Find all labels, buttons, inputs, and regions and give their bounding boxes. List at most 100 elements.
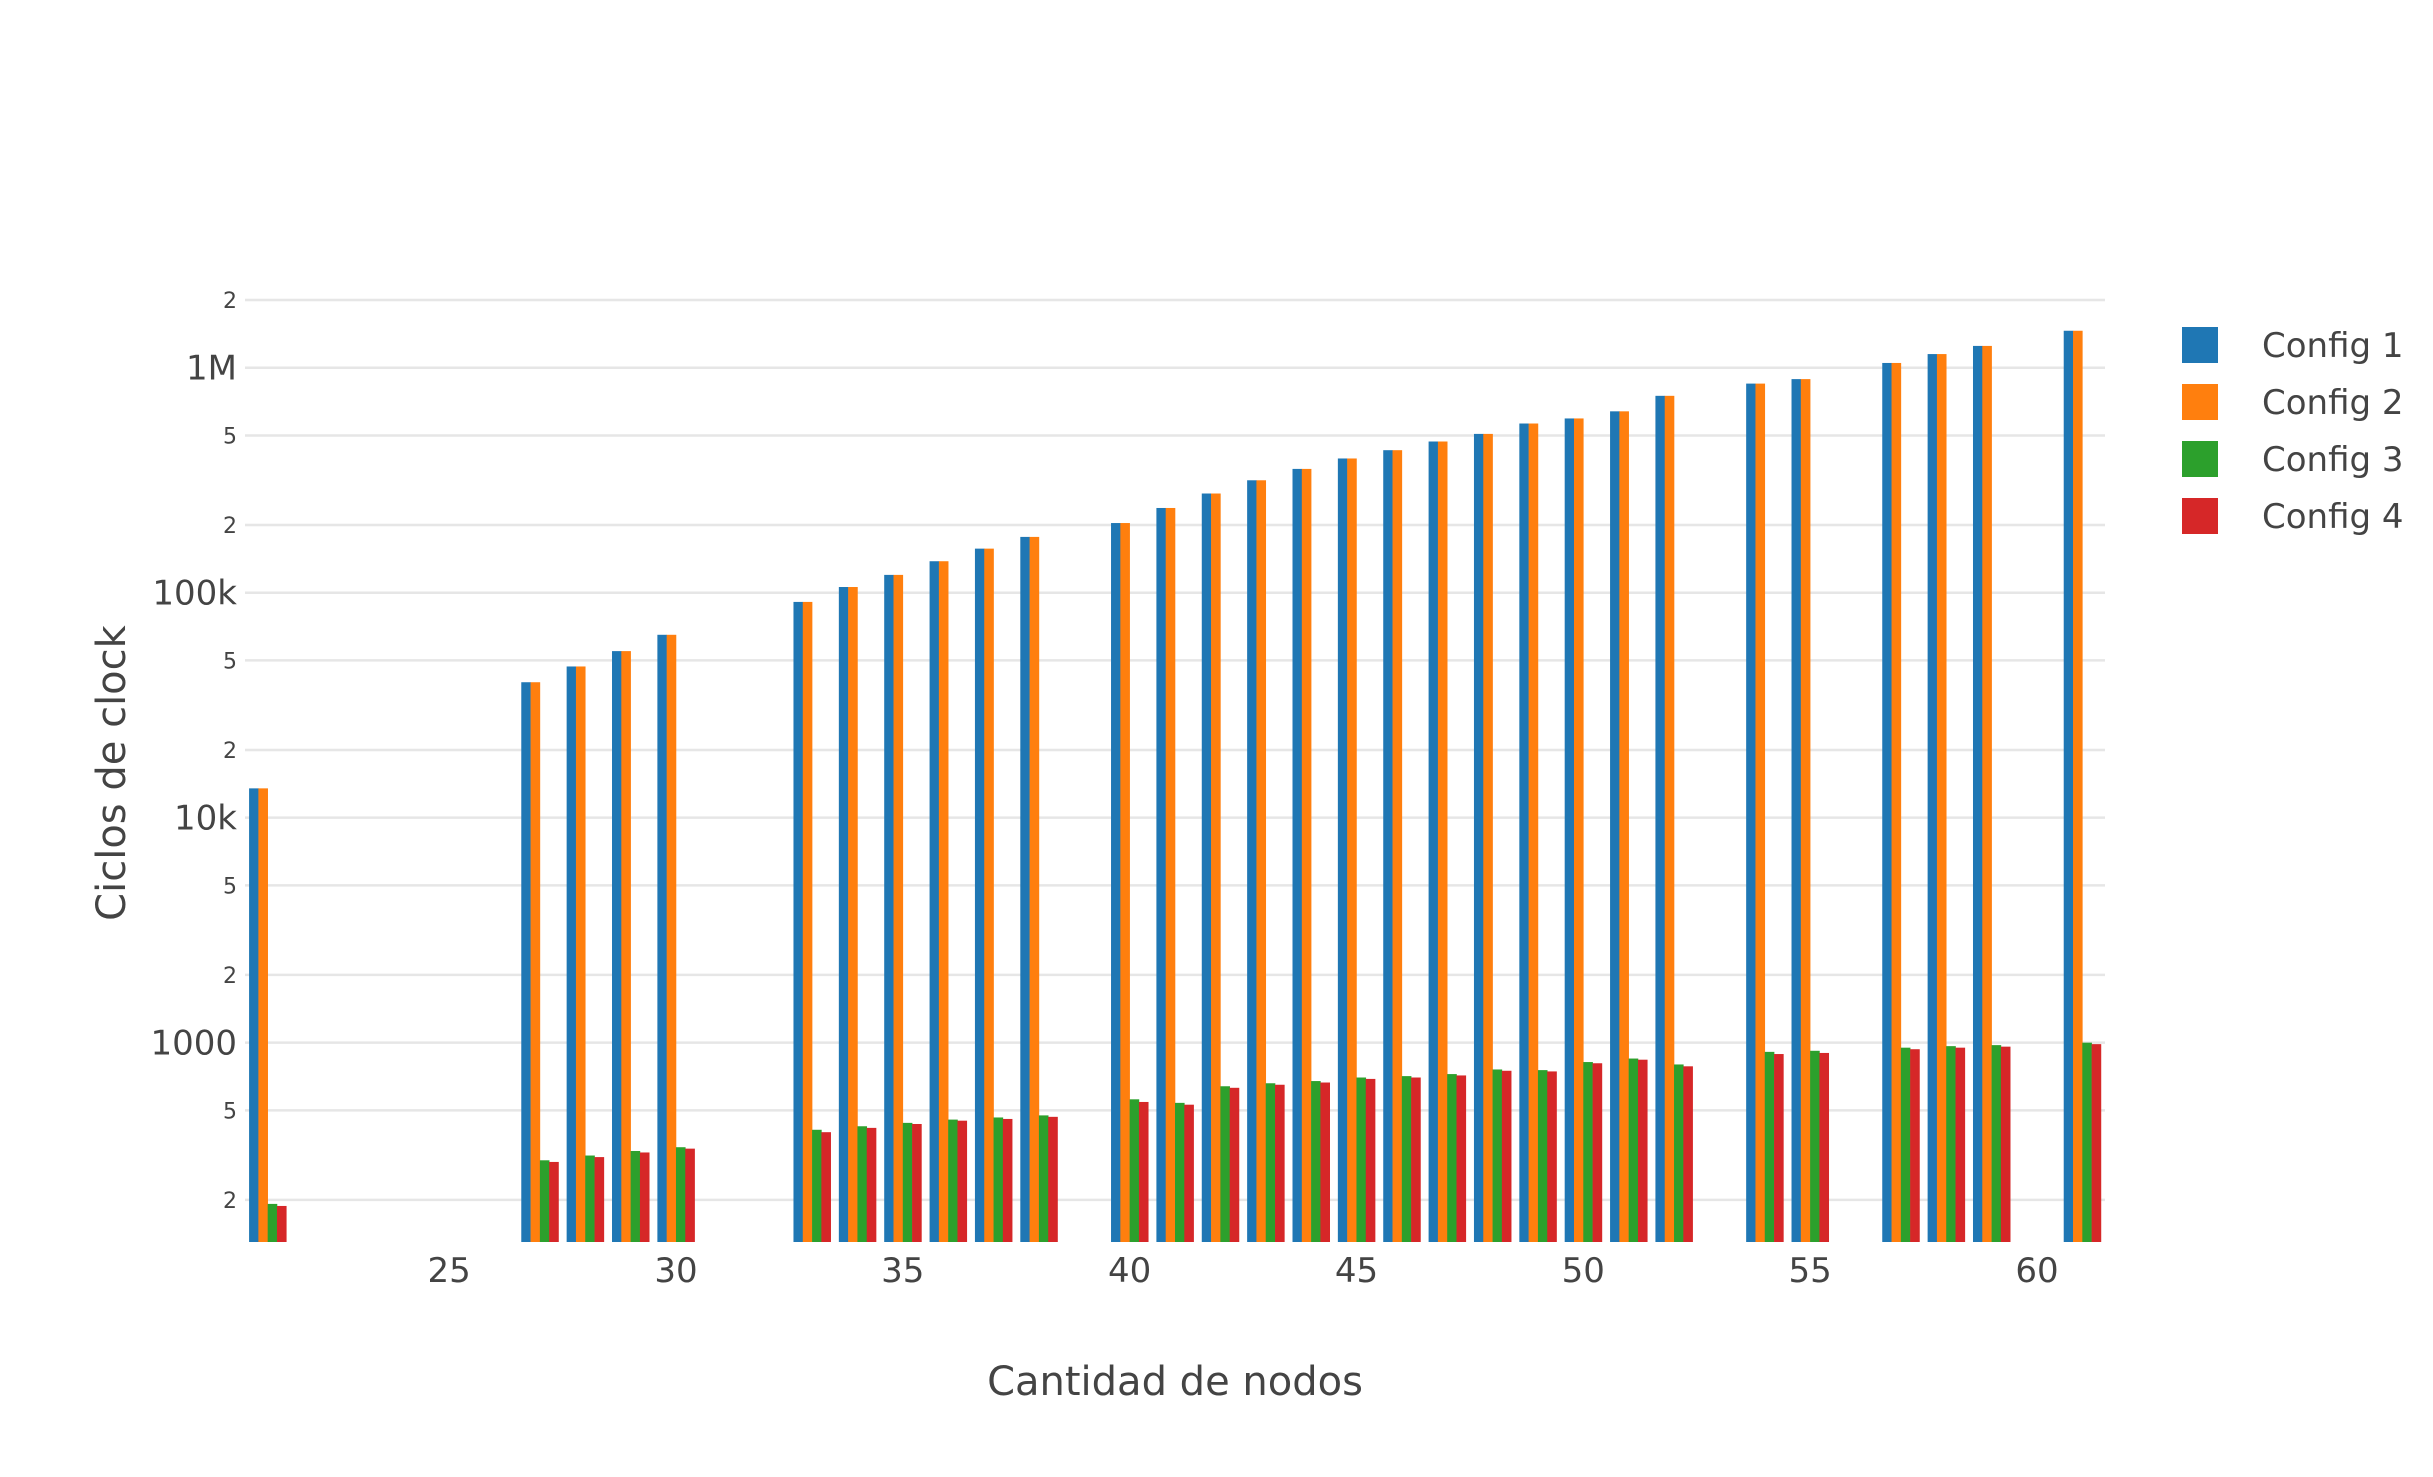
x-axis-ticks: 25 30 35 40 45 50 55 60 bbox=[428, 1251, 2059, 1291]
legend-label: Config 1 bbox=[2262, 326, 2404, 366]
y-tick-label: 2 bbox=[223, 289, 237, 314]
bar-config-2 bbox=[1936, 354, 1947, 1242]
bar-config-4 bbox=[1819, 1052, 1830, 1242]
legend-item[interactable]: Config 2 bbox=[2182, 383, 2404, 423]
bar-config-2 bbox=[1301, 468, 1312, 1242]
bar-config-1 bbox=[1201, 493, 1212, 1242]
legend-item[interactable]: Config 3 bbox=[2182, 440, 2404, 480]
x-tick-label: 55 bbox=[1788, 1251, 1831, 1291]
bars bbox=[249, 330, 2102, 1243]
bar-config-4 bbox=[1184, 1104, 1194, 1242]
bar-config-1 bbox=[838, 587, 849, 1242]
bar-config-2 bbox=[1347, 458, 1357, 1243]
bar-config-3 bbox=[1810, 1050, 1820, 1242]
bar-config-1 bbox=[1746, 383, 1756, 1243]
y-tick-label: 100k bbox=[152, 574, 237, 614]
bar-config-3 bbox=[1674, 1064, 1684, 1242]
bar-config-3 bbox=[1265, 1083, 1276, 1242]
bar-config-4 bbox=[1456, 1075, 1467, 1242]
bar-config-4 bbox=[1275, 1084, 1285, 1242]
bar-config-1 bbox=[793, 601, 804, 1242]
bar-config-3 bbox=[1492, 1069, 1503, 1242]
bar-config-3 bbox=[1401, 1076, 1412, 1242]
x-tick-label: 25 bbox=[428, 1251, 471, 1291]
bar-config-2 bbox=[1800, 379, 1811, 1242]
bar-config-4 bbox=[1320, 1082, 1330, 1242]
bar-config-4 bbox=[1910, 1049, 1920, 1242]
y-tick-label: 5 bbox=[223, 1099, 237, 1124]
bar-config-2 bbox=[575, 666, 586, 1242]
bar-config-3 bbox=[267, 1203, 278, 1242]
bar-config-3 bbox=[675, 1147, 686, 1242]
bar-config-1 bbox=[1383, 450, 1393, 1242]
bar-config-2 bbox=[621, 651, 631, 1242]
legend-swatch bbox=[2182, 441, 2218, 477]
bar-config-3 bbox=[585, 1155, 595, 1242]
bar-config-4 bbox=[1955, 1047, 1966, 1242]
bar-config-1 bbox=[884, 574, 894, 1242]
x-tick-label: 60 bbox=[2015, 1251, 2058, 1291]
bar-config-1 bbox=[1882, 362, 1892, 1243]
y-axis-ticks: 1000 10k 100k 1M 2 5 2 5 2 5 2 5 2 bbox=[150, 289, 237, 1214]
bar-config-4 bbox=[1048, 1116, 1058, 1242]
bar-config-3 bbox=[1628, 1058, 1639, 1242]
bar-config-4 bbox=[1774, 1054, 1784, 1242]
bar-config-2 bbox=[1528, 423, 1539, 1242]
bar-config-1 bbox=[1791, 379, 1802, 1242]
bar-config-3 bbox=[1447, 1074, 1457, 1242]
bar-config-1 bbox=[1292, 468, 1303, 1242]
legend-swatch bbox=[2182, 327, 2218, 363]
bar-config-3 bbox=[1991, 1045, 2002, 1242]
y-tick-label: 1000 bbox=[150, 1024, 237, 1064]
bar-config-2 bbox=[2073, 330, 2083, 1242]
bar-config-2 bbox=[1755, 383, 1766, 1243]
bar-config-3 bbox=[1311, 1081, 1321, 1242]
bar-config-2 bbox=[893, 574, 904, 1242]
x-tick-label: 45 bbox=[1335, 1251, 1378, 1291]
bar-config-3 bbox=[812, 1129, 822, 1242]
bar-config-3 bbox=[857, 1126, 868, 1242]
bar-config-2 bbox=[848, 587, 858, 1242]
bar-config-4 bbox=[912, 1123, 922, 1242]
legend-item[interactable]: Config 4 bbox=[2182, 497, 2404, 537]
bar-config-3 bbox=[2082, 1042, 2092, 1242]
bar-config-2 bbox=[1483, 433, 1493, 1242]
legend-item[interactable]: Config 1 bbox=[2182, 326, 2404, 366]
y-tick-label: 5 bbox=[223, 649, 237, 674]
bar-config-3 bbox=[993, 1117, 1004, 1242]
bar-config-3 bbox=[630, 1150, 641, 1242]
bar-config-4 bbox=[1229, 1087, 1240, 1242]
y-tick-label: 2 bbox=[223, 964, 237, 989]
bar-config-2 bbox=[1392, 450, 1403, 1242]
bar-config-3 bbox=[948, 1119, 958, 1242]
bar-config-1 bbox=[1972, 345, 1983, 1242]
legend-swatch bbox=[2182, 384, 2218, 420]
bar-config-1 bbox=[657, 634, 667, 1242]
bar-config-4 bbox=[866, 1127, 877, 1242]
legend: Config 1 Config 2 Config 3 Config 4 bbox=[2182, 326, 2404, 537]
bar-config-1 bbox=[1428, 441, 1439, 1242]
bar-config-2 bbox=[1573, 418, 1584, 1242]
legend-label: Config 2 bbox=[2262, 383, 2404, 423]
bar-config-3 bbox=[1900, 1047, 1911, 1242]
bar-config-3 bbox=[1583, 1062, 1593, 1242]
bar-config-3 bbox=[1356, 1077, 1367, 1242]
bar-config-3 bbox=[1175, 1102, 1185, 1242]
bar-config-1 bbox=[1610, 411, 1620, 1243]
bar-config-1 bbox=[1111, 523, 1121, 1242]
x-tick-label: 30 bbox=[654, 1251, 697, 1291]
bar-config-3 bbox=[902, 1122, 913, 1242]
bar-config-2 bbox=[984, 548, 994, 1242]
bar-config-2 bbox=[1619, 411, 1629, 1243]
y-tick-label: 2 bbox=[223, 739, 237, 764]
bar-config-4 bbox=[957, 1120, 968, 1242]
bar-config-2 bbox=[1664, 395, 1675, 1243]
bar-config-3 bbox=[1764, 1051, 1775, 1242]
bar-config-4 bbox=[1002, 1118, 1013, 1242]
y-tick-label: 2 bbox=[223, 514, 237, 539]
bar-config-4 bbox=[2000, 1046, 2011, 1242]
bar-config-4 bbox=[1365, 1078, 1376, 1242]
bar-config-1 bbox=[1473, 433, 1484, 1242]
